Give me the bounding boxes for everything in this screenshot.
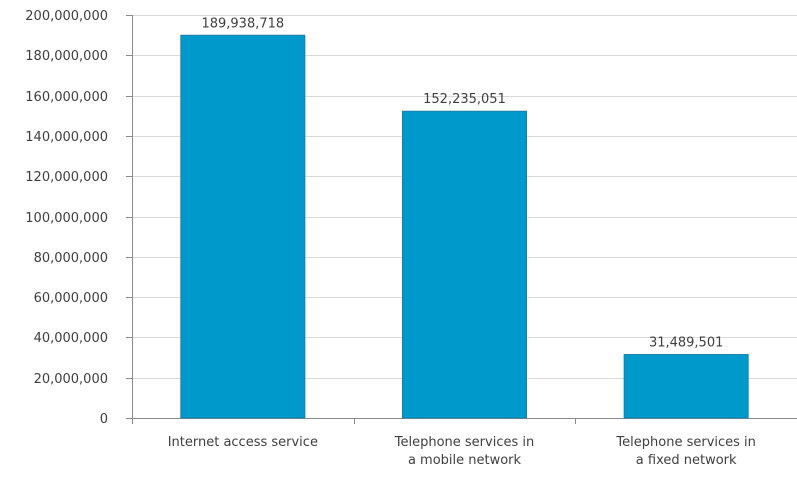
y-tick-label: 20,000,000 bbox=[34, 372, 108, 387]
data-label: 189,938,718 bbox=[201, 16, 284, 31]
y-tick-label: 40,000,000 bbox=[34, 331, 108, 346]
bar bbox=[402, 110, 527, 419]
axes bbox=[126, 15, 797, 424]
data-label: 152,235,051 bbox=[423, 92, 506, 107]
x-category-label: Telephone services in bbox=[615, 435, 755, 450]
bar bbox=[180, 34, 306, 419]
y-tick-label: 0 bbox=[100, 412, 108, 427]
labels: 0 20,000,000 40,000,000 60,000,000 80,000,00… bbox=[25, 9, 756, 468]
y-tick-label: 200,000,000 bbox=[25, 9, 108, 24]
x-category-label: a mobile network bbox=[408, 453, 522, 468]
y-tick-label: 180,000,000 bbox=[25, 49, 108, 64]
y-tick-label: 140,000,000 bbox=[25, 130, 108, 145]
data-label: 31,489,501 bbox=[649, 336, 723, 351]
y-tick-label: 160,000,000 bbox=[25, 90, 108, 105]
y-tick-label: 60,000,000 bbox=[34, 291, 108, 306]
x-category-label: Internet access service bbox=[168, 435, 318, 450]
x-category-label: a fixed network bbox=[636, 453, 737, 468]
x-category-label: Telephone services in bbox=[394, 435, 534, 450]
bars bbox=[180, 34, 749, 419]
y-tick-label: 120,000,000 bbox=[25, 170, 108, 185]
bar bbox=[623, 354, 749, 419]
y-tick-label: 80,000,000 bbox=[34, 251, 108, 266]
y-tick-label: 100,000,000 bbox=[25, 211, 108, 226]
